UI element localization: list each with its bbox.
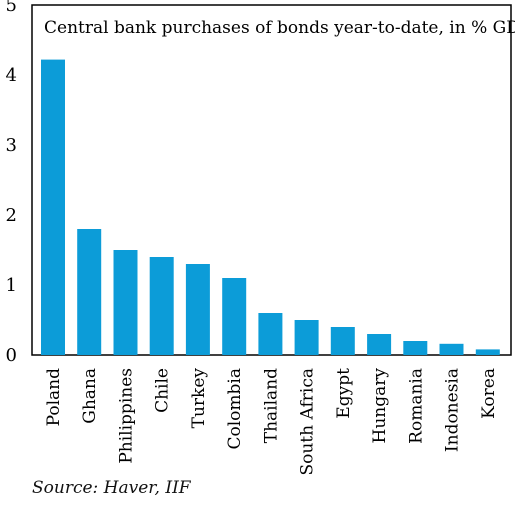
bar-south-africa <box>294 320 319 355</box>
x-tick-label: South Africa <box>298 368 318 476</box>
x-tick-label: Hungary <box>370 368 390 444</box>
bar-ghana <box>77 229 102 355</box>
y-axis-ticks: 0 1 2 3 4 5 <box>6 0 17 366</box>
bar-hungary <box>367 334 392 355</box>
chart-title: Central bank purchases of bonds year-to-… <box>44 18 515 38</box>
y-tick-label: 2 <box>6 205 17 226</box>
bar-chile <box>149 257 174 355</box>
source-note: Source: Haver, IIF <box>32 478 191 498</box>
plot-frame <box>31 4 512 356</box>
y-tick-label: 0 <box>6 345 17 366</box>
y-tick-label: 5 <box>6 0 17 16</box>
x-tick-label: Indonesia <box>443 368 463 452</box>
x-tick-label: Egypt <box>334 368 354 419</box>
x-tick-label: Turkey <box>189 368 209 429</box>
bar-korea <box>475 349 500 355</box>
x-tick-label: Thailand <box>261 368 281 443</box>
x-tick-label: Chile <box>153 368 173 413</box>
bars <box>41 59 500 355</box>
x-tick-label: Korea <box>479 368 499 419</box>
bar-indonesia <box>439 343 464 355</box>
bar-turkey <box>185 264 210 355</box>
y-tick-label: 1 <box>6 275 17 296</box>
y-tick-label: 4 <box>6 65 17 86</box>
x-tick-label: Romania <box>406 368 426 444</box>
bar-egypt <box>330 327 355 355</box>
x-axis-labels: Poland Ghana Philippines Chile Turkey Colombi… <box>44 368 499 476</box>
x-tick-label: Poland <box>44 368 64 427</box>
bar-poland <box>41 59 65 355</box>
bar-romania <box>403 341 428 355</box>
bar-philippines <box>113 250 138 355</box>
x-tick-label: Ghana <box>80 368 100 424</box>
x-tick-label: Philippines <box>116 368 136 464</box>
y-tick-label: 3 <box>6 135 17 156</box>
bar-thailand <box>258 313 283 355</box>
x-tick-label: Colombia <box>225 368 245 450</box>
bar-colombia <box>222 278 247 355</box>
